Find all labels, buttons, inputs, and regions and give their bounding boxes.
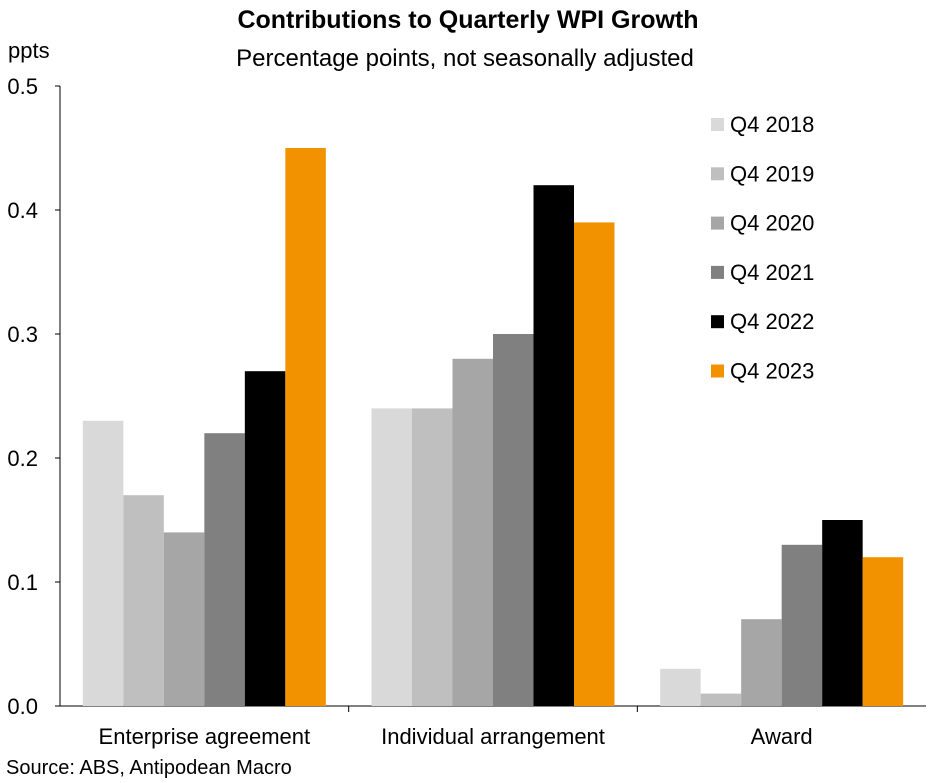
x-tick-label: Individual arrangement xyxy=(381,724,605,749)
bar-q4-2018-individual-arrangement xyxy=(371,408,412,706)
y-tick-label: 0.3 xyxy=(7,322,38,347)
y-tick-label: 0.1 xyxy=(7,570,38,595)
legend-item: Q4 2018 xyxy=(711,112,814,137)
bar-q4-2023-enterprise-agreement xyxy=(285,148,326,706)
legend-item: Q4 2020 xyxy=(711,211,814,236)
legend-label: Q4 2022 xyxy=(730,309,814,334)
bar-q4-2022-individual-arrangement xyxy=(533,185,574,706)
bar-q4-2019-award xyxy=(700,693,742,706)
x-tick-label: Enterprise agreement xyxy=(99,724,311,749)
y-tick-label: 0.5 xyxy=(7,74,38,99)
x-tick-label: Award xyxy=(751,724,813,749)
legend-label: Q4 2018 xyxy=(730,112,814,137)
bar-q4-2021-individual-arrangement xyxy=(493,334,534,706)
bar-q4-2018-enterprise-agreement xyxy=(82,420,124,706)
bar-q4-2023-award xyxy=(862,557,904,706)
legend-item: Q4 2019 xyxy=(711,161,814,186)
legend-swatch xyxy=(711,167,724,181)
legend-swatch xyxy=(711,315,724,329)
legend-swatch xyxy=(711,364,724,378)
legend-label: Q4 2019 xyxy=(730,161,814,186)
legend-label: Q4 2020 xyxy=(730,211,814,236)
legend-item: Q4 2021 xyxy=(711,260,814,285)
legend-swatch xyxy=(711,216,724,230)
bar-q4-2021-award xyxy=(781,544,823,706)
legend-label: Q4 2023 xyxy=(730,359,814,384)
bar-q4-2022-enterprise-agreement xyxy=(244,371,286,706)
y-axis-label: ppts xyxy=(8,38,50,63)
bar-q4-2020-enterprise-agreement xyxy=(163,532,205,706)
legend-item: Q4 2022 xyxy=(711,309,814,334)
bar-q4-2020-award xyxy=(741,619,782,706)
bar-q4-2019-individual-arrangement xyxy=(412,408,453,706)
chart-subtitle: Percentage points, not seasonally adjust… xyxy=(236,45,694,72)
y-tick-label: 0.2 xyxy=(7,446,38,471)
bar-q4-2022-award xyxy=(822,520,863,706)
legend-swatch xyxy=(711,265,724,279)
bar-q4-2023-individual-arrangement xyxy=(574,222,615,706)
bar-q4-2020-individual-arrangement xyxy=(452,358,493,706)
y-tick-label: 0.0 xyxy=(7,694,38,719)
bar-q4-2019-enterprise-agreement xyxy=(123,495,164,706)
legend-item: Q4 2023 xyxy=(711,359,814,384)
chart-title: Contributions to Quarterly WPI Growth xyxy=(237,6,698,34)
bar-q4-2018-award xyxy=(660,668,701,706)
y-tick-label: 0.4 xyxy=(7,198,38,223)
source-note: Source: ABS, Antipodean Macro xyxy=(6,757,292,778)
legend-swatch xyxy=(711,118,724,131)
legend-label: Q4 2021 xyxy=(730,260,814,285)
bar-q4-2021-enterprise-agreement xyxy=(204,433,245,706)
